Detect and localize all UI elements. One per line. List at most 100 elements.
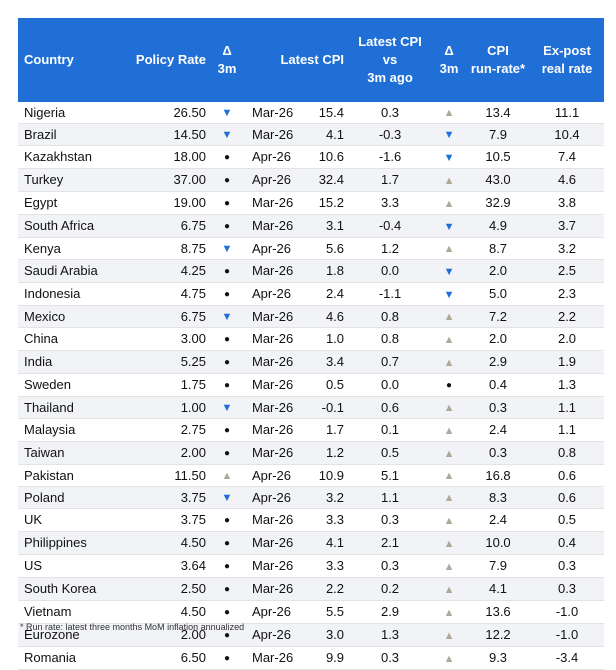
unchanged-dot-icon: ● <box>223 584 231 595</box>
cell-run-rate: 2.0 <box>466 259 531 283</box>
cell-real-rate: -1.0 <box>530 600 605 624</box>
cell-real-rate: 0.4 <box>530 531 605 555</box>
cell-rate-delta: ● <box>210 145 244 169</box>
table-header: Country Policy Rate Δ 3m Latest CPI Late… <box>18 18 605 102</box>
cell-cpi-delta: ▲ <box>432 577 467 601</box>
down-arrow-icon: ▼ <box>221 107 233 119</box>
up-arrow-icon: ▲ <box>443 333 455 346</box>
cell-latest-cpi: 10.9 <box>306 464 349 487</box>
cell-run-rate: 16.8 <box>466 464 531 487</box>
up-arrow-icon: ▲ <box>443 107 455 119</box>
cell-latest-cpi: 9.9 <box>306 646 349 670</box>
cell-rate-delta: ▼ <box>210 486 244 509</box>
cell-policy-rate: 8.75 <box>122 237 210 260</box>
cell-latest-cpi: 4.6 <box>306 305 349 328</box>
cell-cpi-vs-3m: 0.2 <box>348 577 433 601</box>
cell-cpi-vs-3m: 0.5 <box>348 441 433 465</box>
down-arrow-icon: ▼ <box>443 288 455 301</box>
cell-real-rate: 1.9 <box>530 350 605 374</box>
table-row: Taiwan 2.00 ● Mar-26 1.2 0.5 ▲ 0.3 0.8 <box>18 441 605 465</box>
cell-cpi-vs-3m: 0.8 <box>348 327 433 351</box>
cell-rate-delta: ▲ <box>210 464 244 487</box>
cell-cpi-delta: ▲ <box>432 350 467 374</box>
cell-cpi-vs-3m: 1.2 <box>348 237 433 260</box>
cell-country: China <box>18 327 122 351</box>
cell-country: UK <box>18 508 122 532</box>
up-arrow-icon: ▲ <box>443 424 455 437</box>
header-run-rate-line1: CPI <box>487 43 509 58</box>
unchanged-dot-icon: ● <box>223 357 231 368</box>
cell-run-rate: 10.0 <box>466 531 531 555</box>
cell-real-rate: 3.2 <box>530 237 605 260</box>
cell-cpi-vs-3m: 3.3 <box>348 191 433 215</box>
unchanged-dot-icon: ● <box>223 561 231 572</box>
cell-latest-cpi: 2.2 <box>306 577 349 601</box>
down-arrow-icon: ▼ <box>221 492 233 504</box>
cell-cpi-date: Mar-26 <box>244 531 306 555</box>
header-cpi-vs-line1: Latest CPI <box>358 34 422 49</box>
cell-run-rate: 2.9 <box>466 350 531 374</box>
cell-country: Saudi Arabia <box>18 259 122 283</box>
cell-policy-rate: 2.50 <box>122 577 210 601</box>
cell-real-rate: 2.5 <box>530 259 605 283</box>
cell-rate-delta: ● <box>210 600 244 624</box>
policy-rate-table: Country Policy Rate Δ 3m Latest CPI Late… <box>18 18 605 670</box>
cell-cpi-vs-3m: 0.3 <box>348 554 433 578</box>
cell-real-rate: 0.5 <box>530 508 605 532</box>
down-arrow-icon: ▼ <box>221 402 233 414</box>
header-cpi-delta-line1: Δ <box>444 43 454 58</box>
cell-rate-delta: ● <box>210 327 244 351</box>
cell-real-rate: 7.4 <box>530 145 605 169</box>
cell-cpi-vs-3m: -1.6 <box>348 145 433 169</box>
cell-cpi-date: Mar-26 <box>244 327 306 351</box>
cell-cpi-vs-3m: 0.1 <box>348 418 433 442</box>
cell-real-rate: 0.6 <box>530 464 605 487</box>
header-rate-delta: Δ 3m <box>210 18 244 102</box>
cell-latest-cpi: 4.1 <box>306 123 349 146</box>
unchanged-dot-icon: ● <box>223 175 231 186</box>
cell-policy-rate: 4.25 <box>122 259 210 283</box>
cell-cpi-vs-3m: 0.3 <box>348 646 433 670</box>
cell-cpi-date: Mar-26 <box>244 441 306 465</box>
unchanged-dot-icon: ● <box>223 653 231 664</box>
cell-policy-rate: 1.00 <box>122 396 210 419</box>
up-arrow-icon: ▲ <box>443 356 455 369</box>
cell-cpi-vs-3m: 1.7 <box>348 168 433 192</box>
unchanged-dot-icon: ● <box>223 515 231 526</box>
header-cpi-vs-3m: Latest CPI vs 3m ago <box>348 18 433 102</box>
down-arrow-icon: ▼ <box>443 129 455 141</box>
header-real-rate-line1: Ex-post <box>543 43 591 58</box>
header-real-rate: Ex-post real rate <box>530 18 605 102</box>
table-row: Philippines 4.50 ● Mar-26 4.1 2.1 ▲ 10.0 0.4 <box>18 531 605 555</box>
cell-country: Brazil <box>18 123 122 146</box>
cell-cpi-vs-3m: 0.6 <box>348 396 433 419</box>
cell-cpi-delta: ▼ <box>432 145 467 169</box>
cell-country: Thailand <box>18 396 122 419</box>
table-row: Kenya 8.75 ▼ Apr-26 5.6 1.2 ▲ 8.7 3.2 <box>18 237 605 260</box>
up-arrow-icon: ▲ <box>443 447 455 460</box>
table-row: Mexico 6.75 ▼ Mar-26 4.6 0.8 ▲ 7.2 2.2 <box>18 305 605 328</box>
cell-country: South Africa <box>18 214 122 238</box>
cell-real-rate: 2.2 <box>530 305 605 328</box>
cell-cpi-date: Apr-26 <box>244 464 306 487</box>
down-arrow-icon: ▼ <box>443 220 455 233</box>
up-arrow-icon: ▲ <box>443 583 455 596</box>
cell-rate-delta: ▼ <box>210 237 244 260</box>
table-row: Brazil 14.50 ▼ Mar-26 4.1 -0.3 ▼ 7.9 10.4 <box>18 123 605 146</box>
cell-rate-delta: ● <box>210 282 244 306</box>
header-row: Country Policy Rate Δ 3m Latest CPI Late… <box>18 18 605 102</box>
cell-run-rate: 2.4 <box>466 508 531 532</box>
cell-cpi-date: Mar-26 <box>244 396 306 419</box>
down-arrow-icon: ▼ <box>221 311 233 323</box>
cell-run-rate: 0.4 <box>466 373 531 397</box>
cell-latest-cpi: 15.4 <box>306 102 349 124</box>
table-row: China 3.00 ● Mar-26 1.0 0.8 ▲ 2.0 2.0 <box>18 327 605 351</box>
cell-latest-cpi: 32.4 <box>306 168 349 192</box>
up-arrow-icon: ▲ <box>443 629 455 642</box>
table-row: Kazakhstan 18.00 ● Apr-26 10.6 -1.6 ▼ 10.5 7.4 <box>18 145 605 169</box>
cell-latest-cpi: 3.0 <box>306 623 349 647</box>
up-arrow-icon: ▲ <box>443 652 455 665</box>
cell-cpi-delta: ▲ <box>432 237 467 260</box>
cell-country: Malaysia <box>18 418 122 442</box>
cell-cpi-delta: ▲ <box>432 531 467 555</box>
